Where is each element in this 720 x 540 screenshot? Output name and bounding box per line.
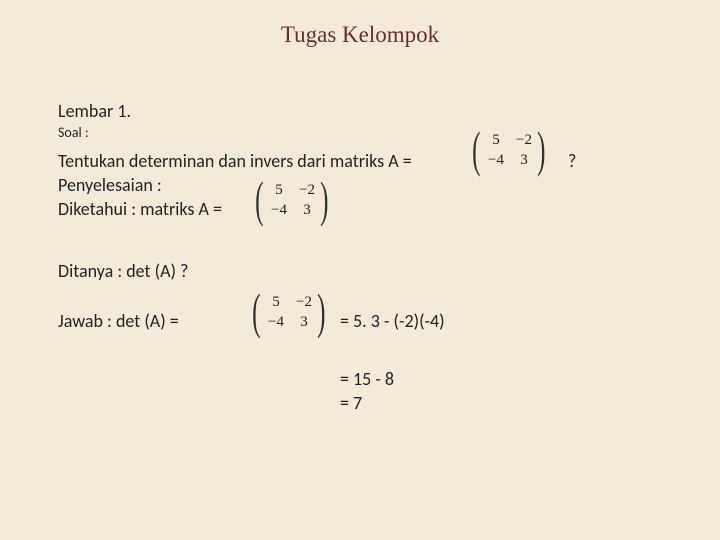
matrix-cell: −4 [262, 314, 290, 331]
matrix-cell: −4 [482, 152, 510, 169]
matrix-a-question: ( 5 −2 −4 3 ) [478, 134, 540, 174]
matrix-cell: 5 [265, 182, 293, 199]
matrix-cell: 3 [293, 202, 321, 219]
paren-left-icon: ( [252, 282, 260, 340]
sheet-label: Lembar 1. [58, 100, 131, 122]
asked-label: Ditanya : det (A) ? [58, 260, 188, 282]
matrix-cell: −4 [265, 202, 293, 219]
matrix-cell: −2 [293, 182, 321, 199]
answer-label: Jawab : det (A) = [58, 310, 179, 332]
matrix-cell: 3 [510, 152, 538, 169]
page-title: Tugas Kelompok [0, 22, 720, 48]
paren-right-icon: ) [538, 120, 546, 178]
matrix-a-det: ( 5 −2 −4 3 ) [258, 296, 320, 336]
paren-left-icon: ( [472, 120, 480, 178]
solution-label: Penyelesaian : [58, 174, 162, 196]
matrix-cell: −2 [290, 294, 318, 311]
paren-right-icon: ) [318, 282, 326, 340]
paren-left-icon: ( [255, 170, 263, 228]
matrix-cell: 3 [290, 314, 318, 331]
matrix-cell: −2 [510, 132, 538, 149]
matrix-cell: 5 [262, 294, 290, 311]
question-mark: ? [568, 150, 576, 172]
matrix-a-given: ( 5 −2 −4 3 ) [261, 184, 323, 224]
paren-right-icon: ) [321, 170, 329, 228]
calc-step-1: = 5. 3 - (-2)(-4) [340, 310, 445, 332]
matrix-cell: 5 [482, 132, 510, 149]
question-text: Tentukan determinan dan invers dari matr… [58, 150, 412, 172]
calc-step-2: = 15 - 8 [340, 368, 394, 390]
given-label: Diketahui : matriks A = [58, 198, 222, 220]
soal-label: Soal : [58, 124, 89, 141]
calc-step-3: = 7 [340, 392, 362, 414]
